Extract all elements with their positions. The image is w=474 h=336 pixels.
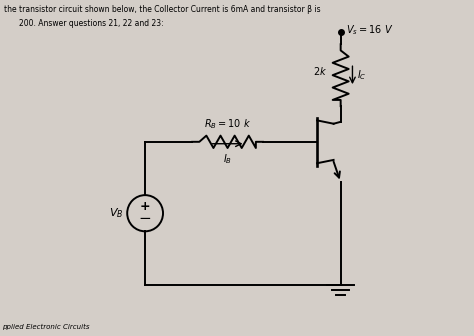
- Text: $V_s = 16\ V$: $V_s = 16\ V$: [346, 24, 393, 37]
- Text: $2k$: $2k$: [313, 66, 328, 77]
- Text: $V_B$: $V_B$: [109, 206, 123, 220]
- Text: −: −: [139, 211, 152, 226]
- Text: $I_B$: $I_B$: [223, 152, 232, 166]
- Text: pplied Electronic Circuits: pplied Electronic Circuits: [2, 324, 90, 330]
- Text: the transistor circuit shown below, the Collector Current is 6mA and transistor : the transistor circuit shown below, the …: [4, 5, 320, 14]
- Text: +: +: [140, 200, 150, 213]
- Text: 200. Answer questions 21, 22 and 23:: 200. Answer questions 21, 22 and 23:: [19, 19, 164, 28]
- Text: $R_B = 10\ k$: $R_B = 10\ k$: [204, 118, 251, 131]
- Text: $I_C$: $I_C$: [357, 68, 367, 82]
